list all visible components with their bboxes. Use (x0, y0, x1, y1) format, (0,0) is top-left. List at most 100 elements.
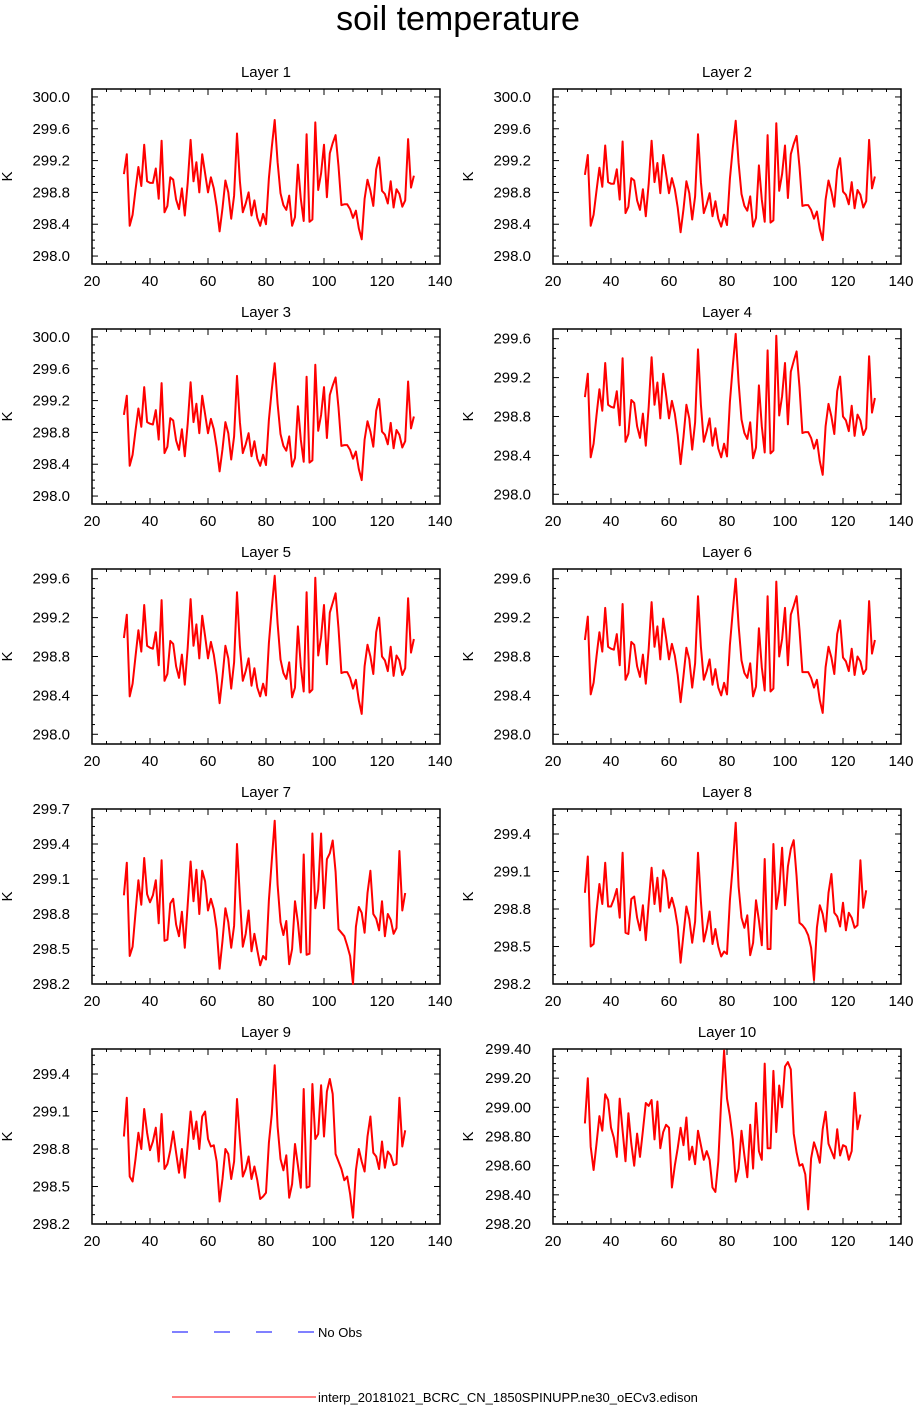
y-tick-label: 299.2 (493, 153, 531, 170)
x-tick-label: 60 (200, 273, 217, 290)
y-tick-label: 298.8 (32, 1141, 70, 1158)
x-tick-label: 140 (888, 993, 913, 1010)
panel-title: Layer 9 (241, 1024, 291, 1041)
y-axis-label: K (460, 891, 477, 901)
x-tick-label: 20 (84, 753, 101, 770)
x-tick-label: 20 (84, 993, 101, 1010)
y-tick-label: 299.6 (493, 121, 531, 138)
y-tick-label: 298.5 (32, 941, 70, 958)
y-axis-label: K (0, 411, 16, 421)
panel-title: Layer 8 (702, 784, 752, 801)
y-tick-label: 299.4 (493, 826, 531, 843)
x-tick-label: 40 (142, 993, 159, 1010)
y-tick-label: 298.4 (32, 216, 70, 233)
chart-panel-2: Layer 2 20 40 60 80 100 120 140 298.0 298.4 298.8 2… (460, 64, 914, 290)
y-axis-label: K (460, 171, 477, 181)
y-tick-label: 299.6 (32, 571, 70, 588)
y-tick-label: 299.6 (32, 121, 70, 138)
chart-panel-10: Layer 10 20 40 60 80 100 120 140 298.20 298.40 298… (460, 1024, 914, 1250)
figure-title: soil temperature (336, 0, 580, 38)
x-tick-label: 20 (84, 273, 101, 290)
y-tick-label: 299.6 (493, 331, 531, 348)
x-tick-label: 140 (888, 273, 913, 290)
y-tick-label: 299.1 (32, 1104, 70, 1121)
x-tick-label: 60 (200, 1233, 217, 1250)
x-tick-label: 60 (661, 1233, 678, 1250)
panel-title: Layer 2 (702, 64, 752, 81)
series-line (122, 119, 415, 241)
chart-panel-4: Layer 4 20 40 60 80 100 120 140 298.0 298.4 298.8 2… (460, 304, 914, 530)
y-tick-label: 299.20 (485, 1070, 531, 1087)
x-tick-label: 20 (545, 753, 562, 770)
plot-frame (552, 808, 902, 985)
y-tick-label: 298.40 (485, 1187, 531, 1204)
x-tick-label: 100 (311, 993, 336, 1010)
x-tick-label: 140 (888, 1233, 913, 1250)
x-tick-label: 100 (772, 513, 797, 530)
y-tick-label: 298.5 (32, 1179, 70, 1196)
x-tick-label: 100 (311, 753, 336, 770)
y-tick-label: 300.0 (32, 329, 70, 346)
y-tick-label: 299.7 (32, 801, 70, 818)
y-tick-label: 299.6 (32, 361, 70, 378)
panel-title: Layer 5 (241, 544, 291, 561)
x-tick-label: 40 (142, 753, 159, 770)
plot-frame (552, 328, 902, 505)
y-tick-label: 298.8 (493, 409, 531, 426)
y-tick-label: 298.4 (493, 216, 531, 233)
plot-frame (91, 568, 441, 745)
y-tick-label: 299.2 (493, 610, 531, 627)
x-tick-label: 120 (369, 273, 394, 290)
chart-panel-7: Layer 7 20 40 60 80 100 120 140 298.2 298.5 298.8 2… (0, 784, 453, 1010)
panel-title: Layer 10 (698, 1024, 756, 1041)
x-tick-label: 100 (772, 993, 797, 1010)
y-tick-label: 300.0 (493, 89, 531, 106)
panel-title: Layer 1 (241, 64, 291, 81)
series-line (583, 119, 876, 242)
series-line (583, 577, 876, 714)
x-tick-label: 120 (369, 513, 394, 530)
plot-frame (91, 1048, 441, 1225)
y-tick-label: 299.2 (493, 370, 531, 387)
x-tick-label: 100 (311, 513, 336, 530)
y-axis-label: K (460, 411, 477, 421)
x-tick-label: 140 (888, 513, 913, 530)
x-tick-label: 80 (258, 1233, 275, 1250)
plot-frame (552, 88, 902, 265)
chart-panel-8: Layer 8 20 40 60 80 100 120 140 298.2 298.5 298.8 2… (460, 784, 914, 1010)
x-tick-label: 40 (142, 513, 159, 530)
chart-panel-6: Layer 6 20 40 60 80 100 120 140 298.0 298.4 298.8 2… (460, 544, 914, 770)
x-tick-label: 80 (258, 753, 275, 770)
x-tick-label: 100 (311, 273, 336, 290)
legend-obs-label: No Obs (318, 1325, 363, 1340)
x-tick-label: 20 (84, 1233, 101, 1250)
y-tick-label: 299.00 (485, 1099, 531, 1116)
panel-title: Layer 6 (702, 544, 752, 561)
x-tick-label: 80 (258, 993, 275, 1010)
legend: No Obs interp_20181021_BCRC_CN_1850SPINU… (172, 1325, 698, 1405)
y-tick-label: 298.5 (493, 939, 531, 956)
x-tick-label: 20 (84, 513, 101, 530)
y-tick-label: 299.1 (32, 871, 70, 888)
x-tick-label: 40 (603, 1233, 620, 1250)
panel-title: Layer 4 (702, 304, 752, 321)
x-tick-label: 100 (772, 1233, 797, 1250)
x-tick-label: 120 (369, 993, 394, 1010)
x-tick-label: 40 (603, 753, 620, 770)
y-tick-label: 298.4 (32, 456, 70, 473)
series-line (122, 362, 415, 482)
y-axis-label: K (0, 171, 16, 181)
panel-title: Layer 3 (241, 304, 291, 321)
plot-frame (91, 328, 441, 505)
x-tick-label: 140 (888, 753, 913, 770)
y-tick-label: 299.2 (32, 393, 70, 410)
x-tick-label: 20 (545, 513, 562, 530)
y-tick-label: 298.8 (32, 424, 70, 441)
x-tick-label: 60 (200, 513, 217, 530)
legend-model-label: interp_20181021_BCRC_CN_1850SPINUPP.ne30… (318, 1390, 698, 1405)
x-tick-label: 40 (142, 273, 159, 290)
x-tick-label: 100 (311, 1233, 336, 1250)
x-tick-label: 60 (661, 753, 678, 770)
x-tick-label: 60 (661, 273, 678, 290)
